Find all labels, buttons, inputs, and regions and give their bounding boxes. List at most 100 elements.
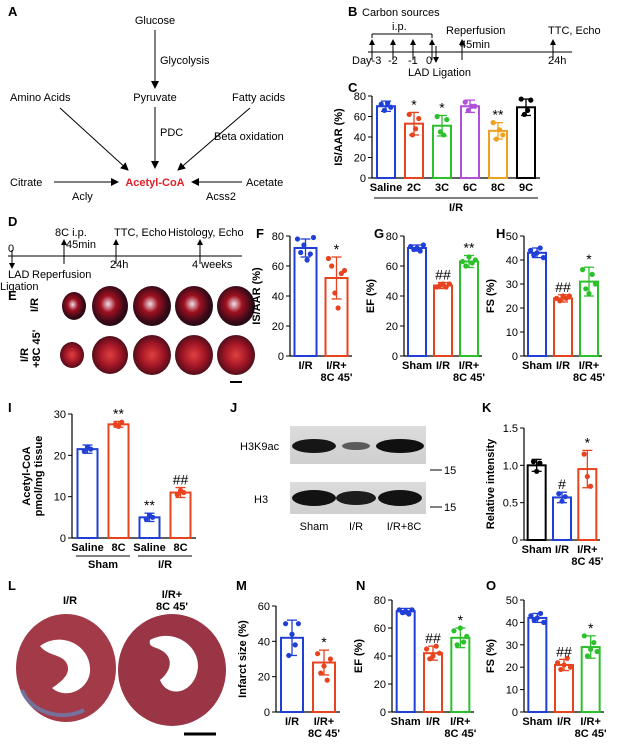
heart-slice (175, 286, 213, 326)
data-point (321, 663, 327, 669)
day-tick-2: -1 (408, 55, 418, 67)
y-axis-label: EF (%) (353, 639, 365, 674)
data-point (332, 290, 338, 296)
data-point (525, 107, 531, 113)
y-tick-label: 0 (278, 351, 284, 363)
data-point (292, 642, 298, 648)
e-row2-label-a: I/R (19, 348, 31, 362)
heart-slice (62, 292, 86, 320)
y-tick-label: 50 (506, 595, 518, 607)
kda-marker-1: 15 (444, 465, 456, 477)
data-point (584, 653, 591, 659)
y-tick-label: 10 (506, 327, 518, 339)
group-label: I/R (449, 202, 463, 214)
bar (553, 297, 573, 357)
data-point (586, 291, 592, 297)
data-point (558, 666, 564, 673)
data-point (283, 621, 289, 627)
l-label-ir8c-b: 8C 45' (156, 601, 188, 613)
data-point (304, 257, 310, 263)
bar (76, 448, 99, 539)
significance-label: # (558, 476, 566, 492)
y-tick-label: 10 (506, 685, 518, 697)
y-tick-label: 50 (506, 231, 518, 243)
y-tick-label: 40 (272, 291, 284, 303)
category-label: 8C 45' (444, 728, 476, 740)
group-label: Sham (88, 559, 118, 571)
y-tick-label: 20 (506, 662, 518, 674)
pyruvate-label: Pyruvate (133, 92, 176, 104)
category-label: 8C 45' (573, 372, 605, 384)
chart-n: 0 20 40 60 80 EF (%) Sham ## I/R * I/R+8C 45' (353, 595, 477, 740)
category-label: I/R+ (326, 360, 346, 372)
data-point (413, 126, 419, 132)
bar (169, 491, 192, 539)
data-point (564, 655, 570, 661)
y-tick-label: 40 (374, 651, 386, 663)
bar (527, 251, 547, 357)
data-point (286, 652, 292, 659)
pdc-label: PDC (160, 127, 183, 139)
y-tick-label: 0.5 (503, 498, 518, 510)
data-point (472, 257, 478, 263)
histology-ir (16, 614, 116, 722)
significance-label: ** (493, 107, 504, 123)
significance-label: ## (425, 630, 441, 646)
lane-label-ir: I/R (349, 521, 363, 533)
y-tick-label: 20 (354, 153, 366, 165)
data-point (451, 628, 457, 634)
data-point (589, 271, 595, 277)
y-tick-label: 40 (506, 255, 518, 267)
significance-label: ## (173, 472, 189, 488)
y-tick-label: 20 (272, 321, 284, 333)
data-point (497, 127, 503, 133)
y-tick-label: 0 (512, 351, 518, 363)
citrate-label: Citrate (10, 177, 42, 189)
y-axis-label: Relative intensity (485, 438, 497, 529)
category-label: I/R (426, 716, 440, 728)
category-label: I/R (285, 716, 299, 728)
panel-letter-n: N (356, 578, 365, 593)
data-point (289, 631, 295, 637)
y-tick-label: 30 (54, 409, 66, 421)
data-point (559, 498, 565, 504)
heart-slice (133, 286, 171, 326)
y-tick-label: 20 (374, 679, 386, 691)
significance-label: ## (556, 643, 572, 659)
y-axis-label: Infarct size (%) (237, 620, 249, 698)
group-label: I/R (158, 559, 172, 571)
significance-label: ## (435, 267, 451, 283)
data-point (181, 489, 187, 496)
data-point (150, 514, 156, 520)
bar (554, 663, 574, 714)
data-point (457, 625, 463, 631)
y-tick-label: 60 (354, 112, 366, 124)
significance-label: ** (464, 240, 475, 256)
data-point (534, 468, 540, 474)
data-point (594, 648, 600, 655)
chart-f: 0 20 40 60 80 IS/AAR (%) I/R * I/R+8C 45' (251, 231, 353, 384)
category-label: I/R+ (577, 544, 597, 556)
data-point (301, 242, 307, 248)
category-label: I/R (557, 716, 571, 728)
heart-slice (92, 286, 128, 326)
data-point (537, 245, 543, 251)
data-point (580, 267, 586, 273)
y-tick-label: 20 (258, 672, 270, 684)
chart-k: 0 0.5 1.0 1.5 Relative intensity Sham # I/R * I/R… (485, 423, 604, 568)
category-label: 8C 45' (308, 728, 340, 740)
data-point (315, 651, 321, 657)
l-label-ir: I/R (63, 595, 77, 607)
y-axis-label: pmol/mg tissue (33, 436, 45, 517)
significance-label: * (334, 241, 340, 257)
y-tick-label: 60 (386, 261, 398, 273)
y-tick-label: 30 (506, 279, 518, 291)
heart-slice (92, 336, 128, 374)
data-point (591, 639, 597, 646)
d-h24-label: 24h (110, 259, 128, 271)
panel-letter-f: F (256, 226, 264, 241)
panel-letter-h: H (496, 226, 505, 241)
y-tick-label: 0 (512, 535, 518, 547)
category-label: I/R+ (314, 716, 334, 728)
